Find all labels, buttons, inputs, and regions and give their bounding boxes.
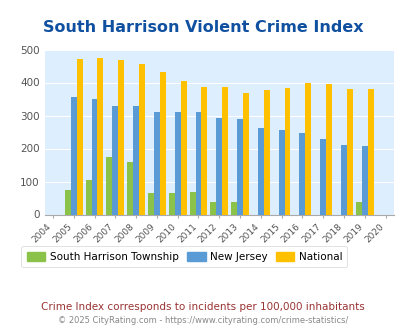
Bar (195, 112, 201, 214)
Bar (70, 97, 77, 214)
Bar (355, 202, 361, 215)
Bar (180, 81, 186, 214)
Bar (127, 162, 133, 214)
Bar (77, 59, 82, 215)
Bar (257, 128, 263, 214)
Bar (299, 133, 305, 214)
Bar (85, 180, 92, 214)
Bar (278, 130, 284, 214)
Bar (305, 83, 311, 214)
Bar (367, 89, 373, 214)
Bar (139, 64, 145, 214)
Bar (320, 139, 325, 214)
Bar (222, 87, 228, 214)
Bar (148, 193, 153, 214)
Bar (92, 99, 97, 214)
Text: © 2025 CityRating.com - https://www.cityrating.com/crime-statistics/: © 2025 CityRating.com - https://www.city… (58, 316, 347, 325)
Legend: South Harrison Township, New Jersey, National: South Harrison Township, New Jersey, Nat… (21, 247, 347, 267)
Bar (189, 192, 195, 214)
Bar (340, 145, 346, 214)
Bar (210, 202, 216, 215)
Bar (201, 87, 207, 214)
Bar (106, 157, 112, 214)
Bar (65, 190, 70, 214)
Bar (284, 88, 290, 214)
Bar (242, 93, 248, 214)
Text: Crime Index corresponds to incidents per 100,000 inhabitants: Crime Index corresponds to incidents per… (41, 302, 364, 312)
Bar (160, 72, 165, 215)
Bar (216, 118, 222, 214)
Text: South Harrison Violent Crime Index: South Harrison Violent Crime Index (43, 20, 362, 35)
Bar (174, 112, 180, 214)
Bar (168, 193, 174, 214)
Bar (112, 106, 118, 214)
Bar (153, 112, 160, 214)
Bar (237, 119, 242, 214)
Bar (263, 90, 269, 214)
Bar (230, 202, 237, 215)
Bar (325, 84, 331, 214)
Bar (133, 106, 139, 214)
Bar (346, 89, 352, 214)
Bar (361, 146, 367, 214)
Bar (118, 60, 124, 214)
Bar (97, 58, 103, 214)
